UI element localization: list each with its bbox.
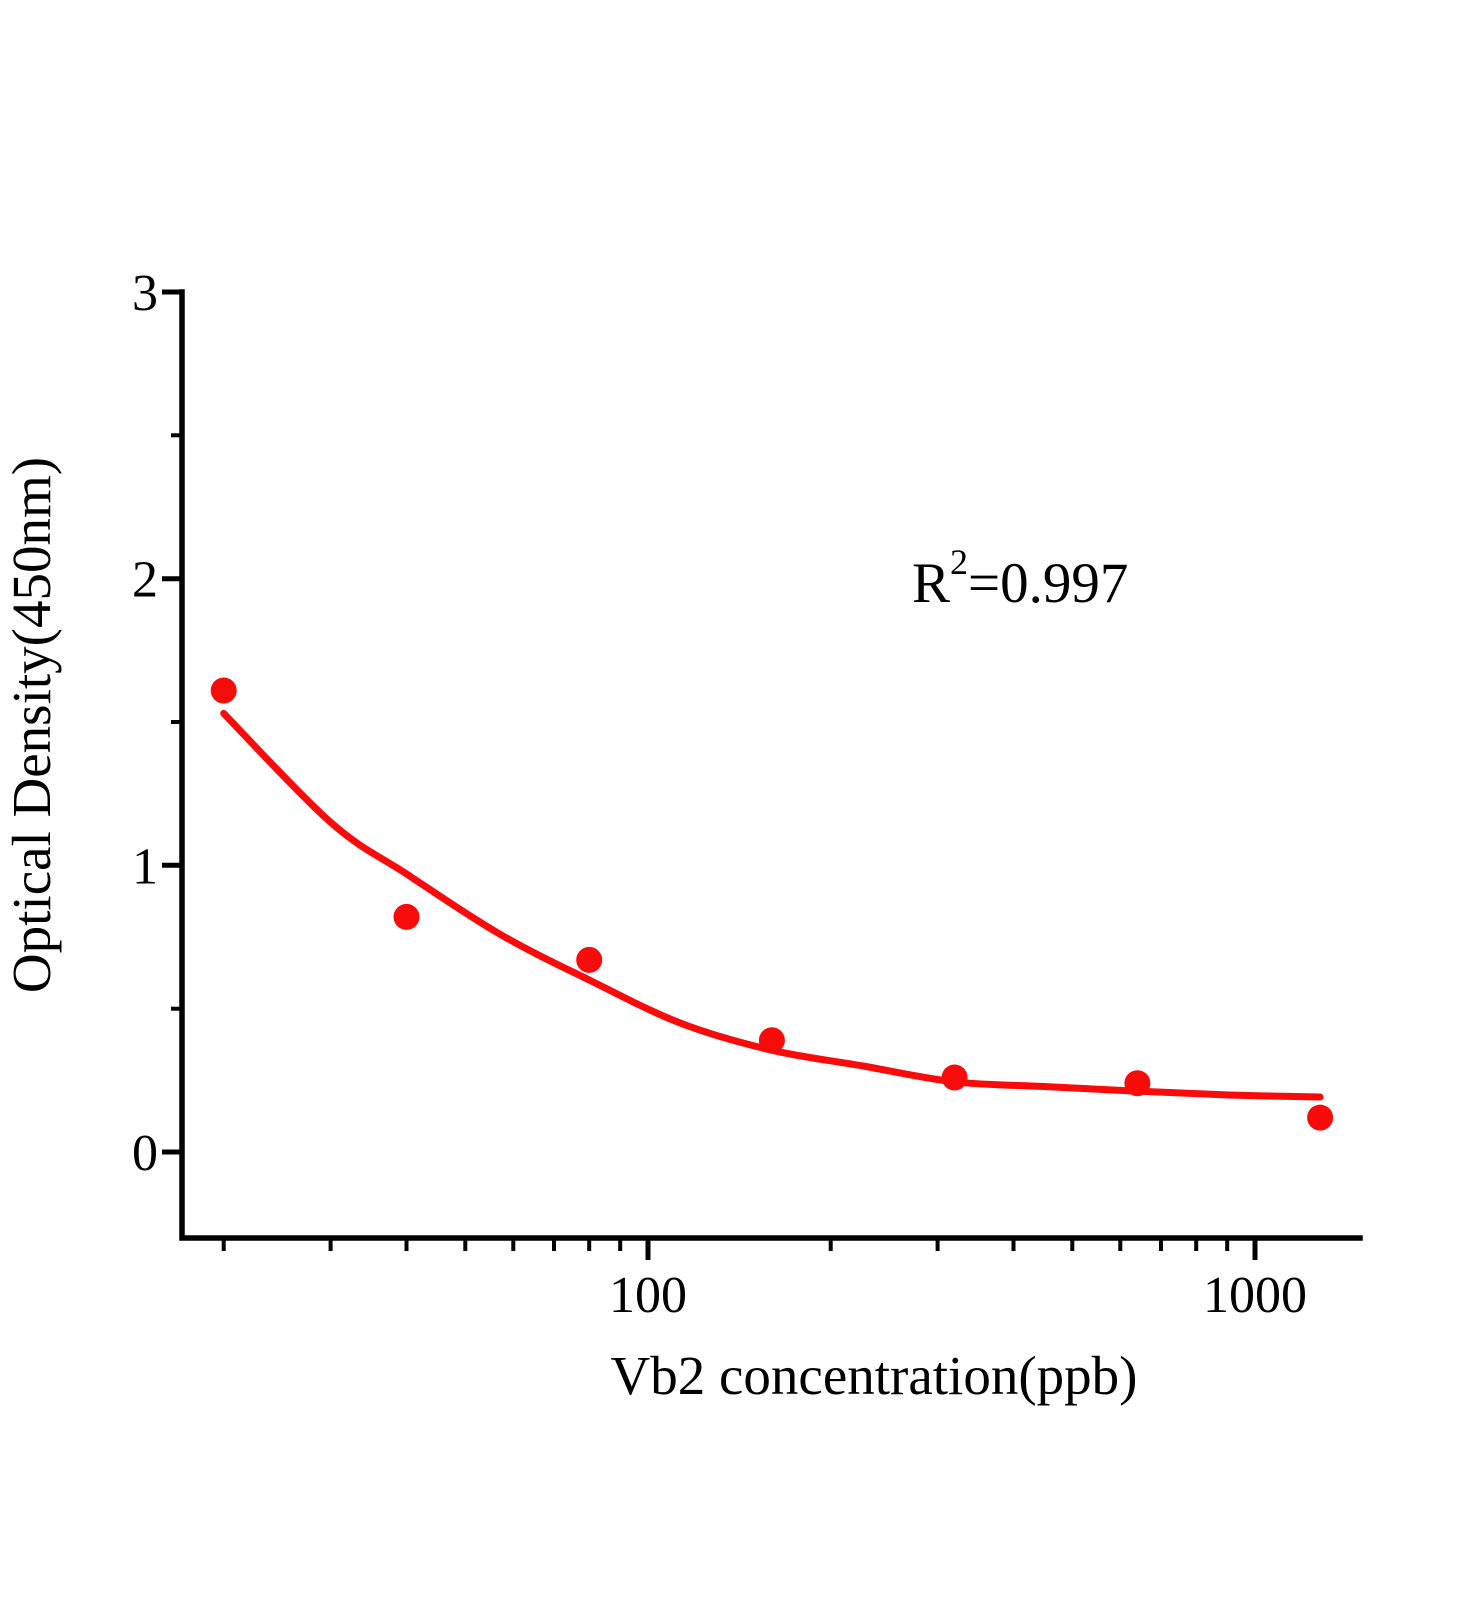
- y-tick-label: 3: [132, 265, 158, 322]
- data-point: [1124, 1070, 1151, 1097]
- x-axis-label: Vb2 concentration(ppb): [611, 1345, 1138, 1406]
- y-tick-label: 1: [132, 838, 158, 895]
- data-point: [210, 677, 237, 704]
- y-tick-label: 2: [132, 552, 158, 609]
- data-point: [1307, 1104, 1334, 1131]
- r-squared-value: =0.997: [968, 552, 1128, 615]
- data-points: [210, 677, 1334, 1131]
- r-squared-exponent: 2: [950, 542, 968, 582]
- x-tick-label: 1000: [1203, 1267, 1307, 1324]
- x-tick-label: 100: [609, 1267, 687, 1324]
- axis-tick-labels: 0 1 2 3 100 1000: [132, 265, 1307, 1324]
- data-point: [393, 903, 420, 930]
- data-point: [941, 1064, 968, 1091]
- axes: [179, 289, 1363, 1241]
- r-squared-annotation: R2=0.997: [912, 542, 1128, 615]
- r-squared-base: R: [912, 552, 950, 615]
- data-point: [576, 946, 603, 973]
- data-point: [758, 1027, 785, 1054]
- axis-spine: [179, 289, 1363, 1241]
- axis-ticks: [162, 289, 1258, 1260]
- y-tick-label: 0: [132, 1125, 158, 1182]
- y-axis-label: Optical Density(450nm): [1, 457, 62, 993]
